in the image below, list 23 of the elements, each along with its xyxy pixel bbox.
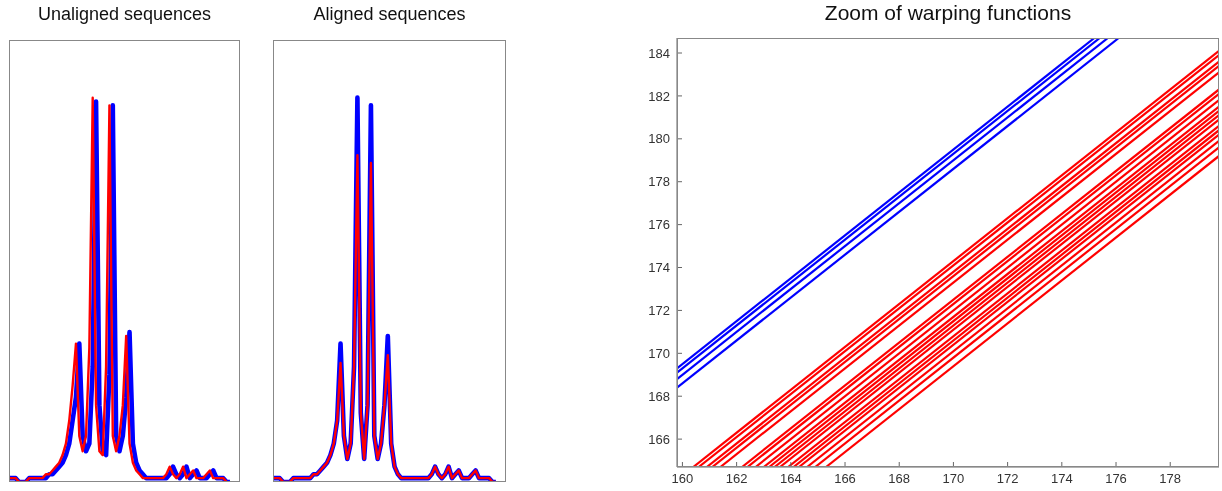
chart-title: Zoom of warping functions (823, 1, 1073, 25)
y-tick-label: 178 (648, 174, 670, 190)
y-tick-label: 168 (648, 388, 670, 404)
y-tick-label: 184 (648, 45, 670, 61)
x-tick-label: 160 (671, 471, 694, 487)
x-tick-label: 176 (1105, 471, 1127, 487)
x-tick-label: 170 (942, 471, 965, 487)
x-tick-label: 166 (834, 471, 856, 487)
y-tick-label: 172 (648, 303, 670, 319)
chart-title: Unaligned sequences (36, 4, 213, 25)
y-tick-label: 180 (648, 131, 670, 147)
x-tick-label: 174 (1050, 471, 1073, 487)
y-tick-label: 174 (648, 260, 670, 276)
y-tick-label: 170 (648, 345, 670, 361)
x-tick-label: 162 (725, 471, 748, 487)
y-tick-label: 182 (648, 88, 670, 104)
x-tick-label: 168 (888, 471, 911, 487)
x-tick-label: 172 (996, 471, 1019, 487)
y-tick-label: 176 (648, 217, 670, 233)
x-tick-label: 178 (1159, 471, 1182, 487)
x-tick-label: 164 (779, 471, 802, 487)
chart-title: Aligned sequences (312, 4, 467, 25)
y-tick-label: 166 (648, 431, 670, 447)
